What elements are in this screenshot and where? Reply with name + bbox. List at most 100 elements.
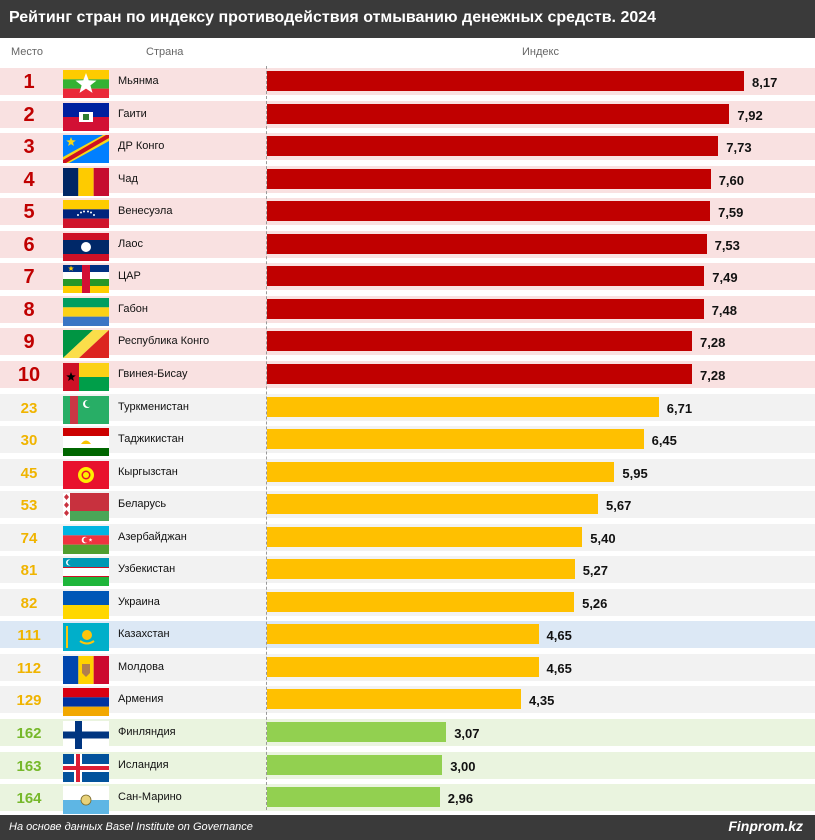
finland-flag-icon bbox=[63, 721, 109, 749]
haiti-flag-icon bbox=[63, 102, 109, 131]
venezuela-flag-icon bbox=[63, 200, 109, 229]
rank-label: 74 bbox=[20, 529, 38, 547]
table-row: 111 Казахстан 4,65 bbox=[0, 621, 815, 652]
country-label: Кыргызстан bbox=[118, 465, 178, 478]
country-label: Гвинея-Бисау bbox=[118, 367, 188, 380]
value-label: 7,28 bbox=[700, 335, 726, 351]
country-label: Молдова bbox=[118, 660, 164, 673]
rank-label: 7 bbox=[23, 266, 35, 289]
value-label: 4,65 bbox=[546, 628, 572, 644]
table-row: 5 Венесуэла 7,59 bbox=[0, 198, 815, 229]
bar bbox=[267, 754, 443, 775]
country-label: Туркменистан bbox=[118, 400, 189, 413]
value-label: 7,59 bbox=[718, 205, 744, 221]
value-label: 7,53 bbox=[714, 237, 740, 253]
rank-label: 162 bbox=[16, 725, 42, 742]
bar bbox=[267, 559, 575, 580]
rank-label: 111 bbox=[17, 627, 41, 645]
table-row: 74 Азербайджан 5,40 bbox=[0, 523, 815, 554]
belarus-flag-icon bbox=[63, 493, 109, 522]
rank-label: 23 bbox=[20, 399, 38, 417]
table-row: 129 Армения 4,35 bbox=[0, 686, 815, 717]
table-row: 82 Украина 5,26 bbox=[0, 588, 815, 619]
rank-label: 5 bbox=[23, 201, 35, 224]
congo-flag-icon bbox=[63, 330, 109, 359]
table-row: 9 Республика Конго 7,28 bbox=[0, 328, 815, 359]
bar bbox=[267, 298, 704, 319]
rank-label: 8 bbox=[23, 298, 35, 321]
chad-flag-icon bbox=[63, 167, 109, 196]
bar bbox=[267, 136, 719, 157]
bar bbox=[267, 591, 575, 612]
axis-baseline bbox=[266, 66, 267, 810]
rank-column-header: Место bbox=[11, 46, 43, 58]
brand-logo: Finprom.kz bbox=[728, 818, 803, 834]
uzbekistan-flag-icon bbox=[63, 558, 109, 587]
country-label: Таджикистан bbox=[118, 433, 184, 446]
rank-label: 2 bbox=[23, 103, 35, 126]
bar bbox=[267, 363, 692, 384]
table-row: 162 Финляндия 3,07 bbox=[0, 719, 815, 749]
moldova-flag-icon bbox=[63, 655, 109, 684]
value-label: 7,28 bbox=[700, 367, 726, 383]
rank-label: 81 bbox=[20, 562, 38, 580]
country-label: Чад bbox=[118, 172, 138, 185]
kyrgyzstan-flag-icon bbox=[63, 460, 109, 489]
table-row: 164 Сан-Марино 2,96 bbox=[0, 784, 815, 815]
title-bar: Рейтинг стран по индексу противодействия… bbox=[0, 0, 815, 38]
table-row: 30 Таджикистан 6,45 bbox=[0, 426, 815, 457]
rank-label: 129 bbox=[16, 692, 42, 710]
country-label: ЦАР bbox=[118, 270, 141, 283]
value-label: 3,00 bbox=[450, 758, 476, 774]
value-label: 7,48 bbox=[711, 302, 737, 318]
country-label: Республика Конго bbox=[118, 335, 210, 348]
value-label: 4,35 bbox=[529, 693, 555, 709]
country-label: Гаити bbox=[118, 107, 147, 120]
country-column-header: Страна bbox=[146, 46, 184, 58]
rank-label: 6 bbox=[23, 233, 35, 256]
value-label: 5,67 bbox=[606, 498, 632, 514]
kazakhstan-flag-icon bbox=[63, 623, 109, 652]
car-flag-icon bbox=[63, 265, 109, 294]
value-label: 8,17 bbox=[752, 75, 778, 90]
country-label: Беларусь bbox=[118, 498, 167, 511]
value-label: 6,71 bbox=[666, 400, 693, 416]
turkmenistan-flag-icon bbox=[63, 395, 109, 424]
value-label: 2,96 bbox=[447, 791, 474, 807]
rank-label: 82 bbox=[20, 594, 38, 612]
country-label: Мьянма bbox=[118, 75, 159, 87]
table-row: 81 Узбекистан 5,27 bbox=[0, 556, 815, 587]
table-row: 6 Лаос 7,53 bbox=[0, 230, 815, 261]
bar bbox=[267, 201, 711, 222]
table-row: 10 Гвинея-Бисау 7,28 bbox=[0, 360, 815, 391]
table-row: 7 ЦАР 7,49 bbox=[0, 263, 815, 294]
rank-label: 45 bbox=[20, 464, 38, 482]
rank-label: 53 bbox=[20, 497, 38, 515]
country-label: Венесуэла bbox=[118, 205, 173, 218]
bar bbox=[267, 461, 615, 482]
bar bbox=[267, 656, 539, 677]
bar bbox=[267, 429, 644, 450]
table-row: 53 Беларусь 5,67 bbox=[0, 491, 815, 522]
table-row: 23 Туркменистан 6,71 bbox=[0, 393, 815, 424]
country-label: Габон bbox=[118, 302, 148, 315]
country-label: Сан-Марино bbox=[118, 791, 182, 804]
footer-bar: На основе данных Basel Institute on Gove… bbox=[0, 815, 815, 840]
bar bbox=[267, 624, 539, 645]
bar bbox=[267, 787, 440, 808]
table-row: 4 Чад 7,60 bbox=[0, 165, 815, 196]
value-label: 7,92 bbox=[737, 107, 763, 123]
myanmar-flag-icon bbox=[63, 70, 109, 98]
country-label: Украина bbox=[118, 595, 160, 608]
country-label: Узбекистан bbox=[118, 563, 176, 576]
country-label: Лаос bbox=[118, 237, 143, 250]
tajikistan-flag-icon bbox=[63, 428, 109, 457]
country-label: Казахстан bbox=[118, 628, 170, 641]
rank-label: 1 bbox=[23, 71, 35, 93]
rank-label: 164 bbox=[16, 790, 42, 808]
iceland-flag-icon bbox=[63, 753, 109, 782]
country-label: ДР Конго bbox=[118, 140, 165, 153]
chart-title: Рейтинг стран по индексу противодействия… bbox=[9, 9, 657, 26]
azerbaijan-flag-icon bbox=[63, 525, 109, 554]
armenia-flag-icon bbox=[63, 688, 109, 717]
